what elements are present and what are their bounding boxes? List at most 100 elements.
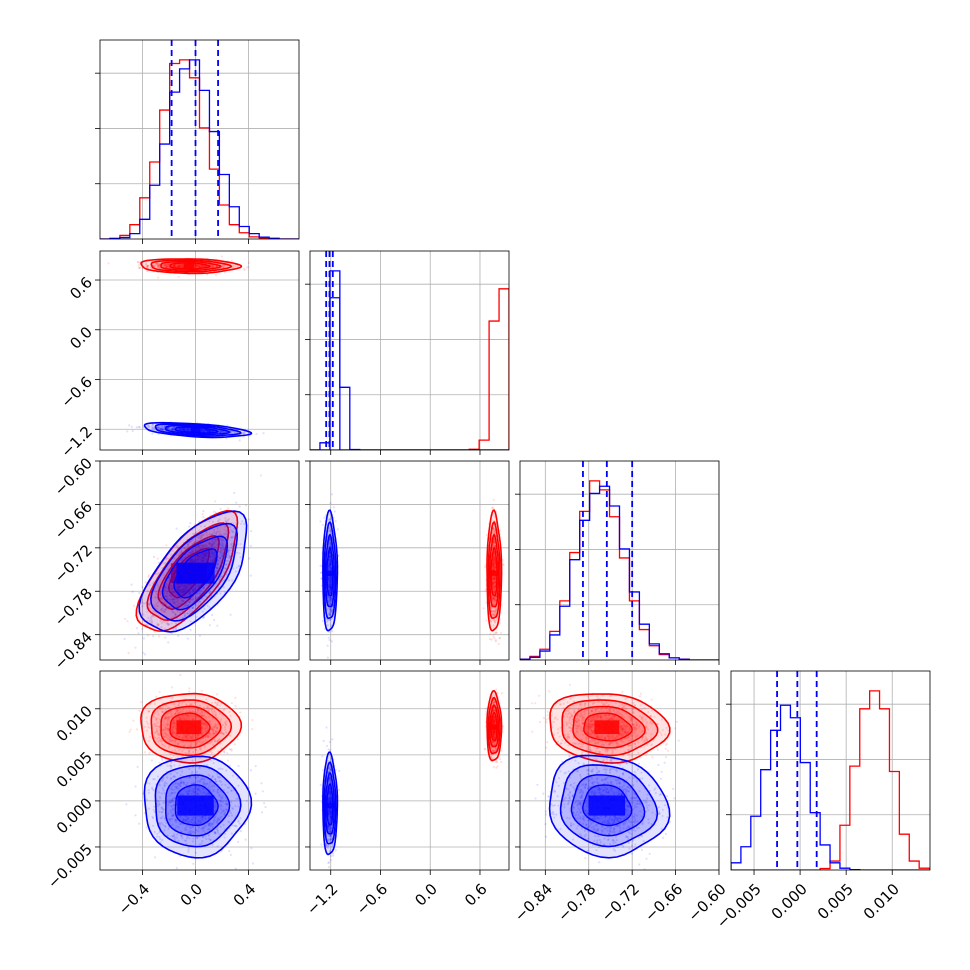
sample-point <box>151 423 154 427</box>
sample-point <box>166 263 169 266</box>
sample-point <box>132 604 136 607</box>
sample-point <box>214 273 218 277</box>
sample-point <box>189 559 192 563</box>
panel-frame <box>309 250 510 451</box>
sample-point <box>182 428 186 431</box>
sample-point <box>211 533 214 536</box>
sample-point <box>208 429 211 432</box>
sample-point <box>173 264 176 267</box>
sample-point <box>202 430 205 433</box>
sample-point <box>177 588 180 591</box>
sample-point <box>211 559 214 562</box>
y-tick-label: 0.6 <box>66 273 96 303</box>
sample-point <box>243 267 246 270</box>
sample-point <box>184 429 187 432</box>
sample-point <box>194 265 197 268</box>
sample-point <box>158 426 161 430</box>
sample-point <box>167 262 170 265</box>
sample-point <box>123 637 126 641</box>
sample-point <box>177 587 180 590</box>
sample-point <box>152 635 155 638</box>
sample-point <box>160 427 163 430</box>
sample-point <box>255 433 258 436</box>
hist-blue-wide <box>310 297 509 450</box>
sample-point <box>201 429 204 433</box>
sample-point <box>208 533 211 536</box>
sample-point <box>213 618 216 622</box>
sample-point <box>190 609 193 612</box>
sample-point <box>137 264 140 267</box>
sample-point <box>202 429 205 432</box>
sample-point <box>179 588 182 592</box>
sample-point <box>185 428 188 431</box>
sample-point <box>207 430 210 433</box>
sample-point <box>181 264 184 267</box>
sample-point <box>179 551 182 555</box>
sample-point <box>163 263 166 266</box>
sample-point <box>212 559 215 562</box>
sample-point <box>154 596 157 599</box>
sample-point <box>184 586 187 589</box>
sample-point <box>211 265 214 268</box>
sample-point <box>126 430 129 433</box>
sample-point <box>159 427 162 431</box>
sample-point <box>150 267 153 270</box>
sample-point <box>128 424 131 427</box>
sample-point <box>161 598 164 601</box>
panel-2-0: −0.84−0.78−0.72−0.66−0.60 <box>51 454 300 673</box>
sample-point <box>221 549 224 552</box>
sample-point <box>199 265 202 268</box>
sample-point <box>327 636 330 639</box>
sample-point <box>199 547 202 550</box>
sample-point <box>172 426 175 429</box>
sample-point <box>208 430 211 433</box>
sample-point <box>162 264 165 267</box>
sample-point <box>210 546 213 549</box>
sample-point <box>181 427 184 430</box>
sample-point <box>200 265 203 268</box>
sample-point <box>183 427 186 430</box>
sample-point <box>126 620 129 623</box>
sample-point <box>158 263 161 266</box>
sample-point <box>157 427 160 430</box>
sample-point <box>163 264 166 267</box>
sample-point <box>222 266 225 269</box>
sample-point <box>223 528 226 531</box>
sample-point <box>151 426 154 429</box>
sample-point <box>152 423 155 426</box>
sample-point <box>185 586 188 589</box>
sample-point <box>156 604 159 608</box>
sample-point <box>165 544 168 547</box>
sample-point <box>183 428 186 431</box>
sample-point <box>171 429 174 432</box>
x-tick-label: 0.010 <box>860 880 903 923</box>
sample-point <box>190 584 193 587</box>
sample-point <box>174 265 177 268</box>
sample-point <box>161 604 164 608</box>
sample-point <box>163 590 166 593</box>
sample-point <box>206 429 209 432</box>
sample-point <box>206 534 209 537</box>
sample-point <box>200 428 203 431</box>
sample-point <box>492 498 495 501</box>
sample-point <box>247 266 250 269</box>
sample-point <box>211 543 214 547</box>
sample-point <box>224 516 227 520</box>
sample-point <box>192 588 195 591</box>
sample-point <box>166 265 169 268</box>
sample-point <box>205 429 208 433</box>
sample-point <box>179 265 182 268</box>
sample-point <box>209 559 212 562</box>
sample-point <box>173 265 176 268</box>
sample-point <box>186 428 189 431</box>
sample-point <box>206 273 209 276</box>
sample-point <box>158 263 161 266</box>
sample-point <box>232 430 236 433</box>
sample-point <box>172 264 176 267</box>
sample-point <box>165 264 168 267</box>
sample-point <box>178 265 181 268</box>
sample-point <box>181 428 184 432</box>
sample-point <box>156 262 159 265</box>
sample-point <box>164 264 167 267</box>
sample-point <box>485 619 488 622</box>
